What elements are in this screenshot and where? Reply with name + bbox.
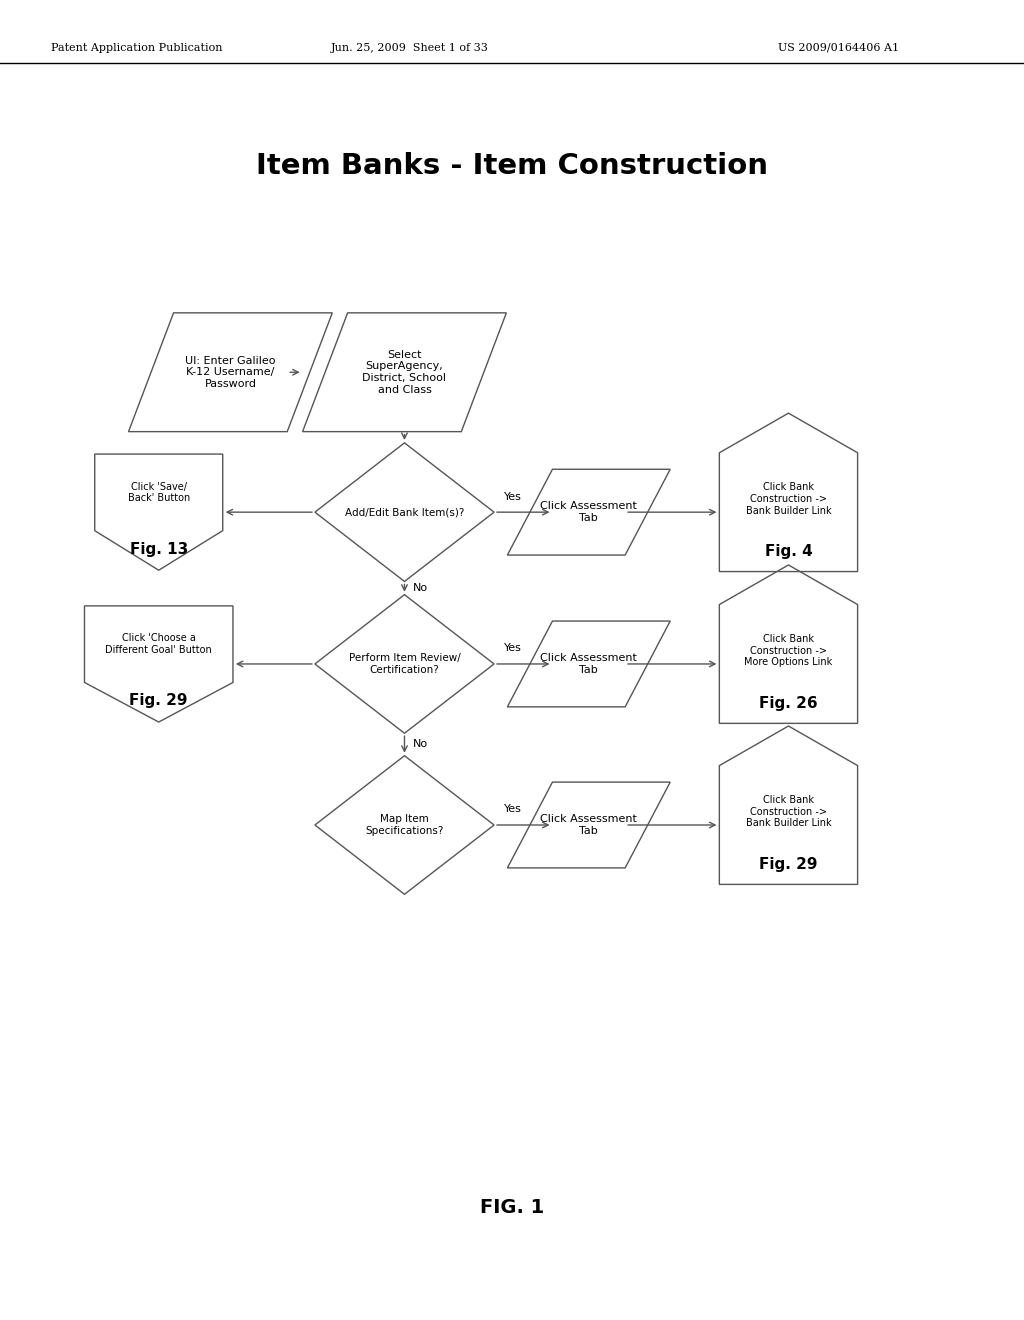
Text: Fig. 4: Fig. 4 bbox=[765, 544, 812, 560]
Text: Click Bank
Construction ->
Bank Builder Link: Click Bank Construction -> Bank Builder … bbox=[745, 482, 831, 516]
Text: Click Assessment
Tab: Click Assessment Tab bbox=[541, 653, 637, 675]
Text: Item Banks - Item Construction: Item Banks - Item Construction bbox=[256, 152, 768, 181]
Text: Perform Item Review/
Certification?: Perform Item Review/ Certification? bbox=[348, 653, 461, 675]
Text: Yes: Yes bbox=[505, 491, 522, 502]
Text: Yes: Yes bbox=[505, 804, 522, 814]
Text: Fig. 13: Fig. 13 bbox=[130, 541, 187, 557]
Text: Yes: Yes bbox=[505, 643, 522, 653]
Text: UI: Enter Galileo
K-12 Username/
Password: UI: Enter Galileo K-12 Username/ Passwor… bbox=[185, 355, 275, 389]
Text: US 2009/0164406 A1: US 2009/0164406 A1 bbox=[778, 42, 899, 53]
Text: Fig. 26: Fig. 26 bbox=[759, 696, 818, 711]
Text: No: No bbox=[413, 739, 428, 750]
Text: Add/Edit Bank Item(s)?: Add/Edit Bank Item(s)? bbox=[345, 507, 464, 517]
Text: Click Bank
Construction ->
Bank Builder Link: Click Bank Construction -> Bank Builder … bbox=[745, 795, 831, 829]
Text: Patent Application Publication: Patent Application Publication bbox=[51, 42, 222, 53]
Text: Click 'Choose a
Different Goal' Button: Click 'Choose a Different Goal' Button bbox=[105, 634, 212, 655]
Text: Map Item
Specifications?: Map Item Specifications? bbox=[366, 814, 443, 836]
Text: Jun. 25, 2009  Sheet 1 of 33: Jun. 25, 2009 Sheet 1 of 33 bbox=[331, 42, 488, 53]
Text: Click Assessment
Tab: Click Assessment Tab bbox=[541, 814, 637, 836]
Text: FIG. 1: FIG. 1 bbox=[480, 1199, 544, 1217]
Text: Click Bank
Construction ->
More Options Link: Click Bank Construction -> More Options … bbox=[744, 634, 833, 668]
Text: Select
SuperAgency,
District, School
and Class: Select SuperAgency, District, School and… bbox=[362, 350, 446, 395]
Text: Fig. 29: Fig. 29 bbox=[759, 857, 818, 873]
Text: Click 'Save/
Back' Button: Click 'Save/ Back' Button bbox=[128, 482, 189, 503]
Text: No: No bbox=[413, 583, 428, 593]
Text: Click Assessment
Tab: Click Assessment Tab bbox=[541, 502, 637, 523]
Text: Fig. 29: Fig. 29 bbox=[129, 693, 188, 709]
